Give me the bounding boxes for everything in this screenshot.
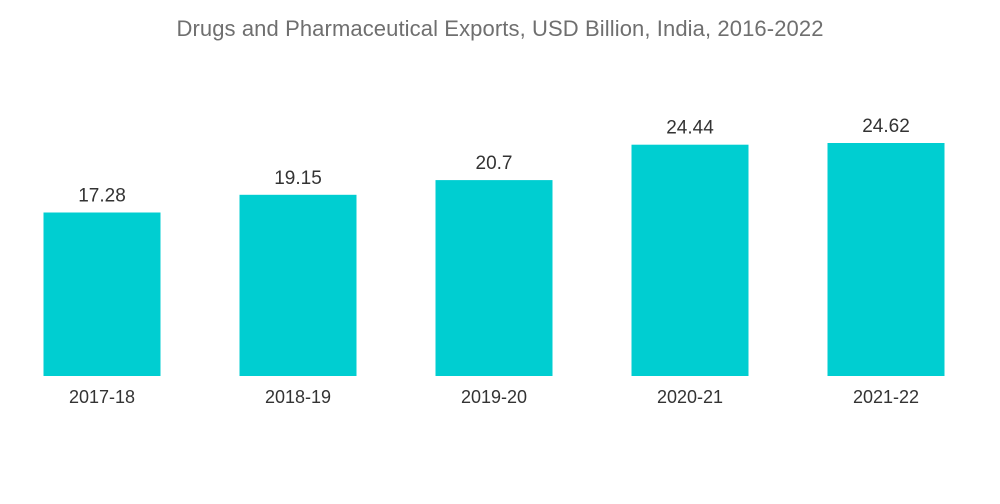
value-labels-layer: 17.28 19.15 20.7 24.44 24.62: [78, 116, 910, 207]
value-label-2021-22: 24.62: [862, 116, 910, 137]
x-tick-label-2021-22: 2021-22: [853, 387, 919, 407]
value-label-2017-18: 17.28: [78, 186, 126, 207]
x-tick-label-2018-19: 2018-19: [265, 387, 331, 407]
bar-2017-18: [43, 212, 161, 376]
bar-2019-20: [435, 180, 553, 376]
value-label-2018-19: 19.15: [274, 168, 322, 189]
value-label-2020-21: 24.44: [666, 118, 714, 139]
bar-2021-22: [827, 143, 945, 376]
value-label-2019-20: 20.7: [476, 153, 513, 174]
bar-2018-19: [239, 194, 357, 376]
x-tick-label-2019-20: 2019-20: [461, 387, 527, 407]
x-tick-label-2017-18: 2017-18: [69, 387, 135, 407]
bars-layer: [43, 143, 945, 376]
bar-2020-21: [631, 144, 749, 376]
x-tick-label-2020-21: 2020-21: [657, 387, 723, 407]
x-axis-ticks: 2017-18 2018-19 2019-20 2020-21 2021-22: [69, 387, 919, 407]
chart-title: Drugs and Pharmaceutical Exports, USD Bi…: [176, 16, 824, 41]
